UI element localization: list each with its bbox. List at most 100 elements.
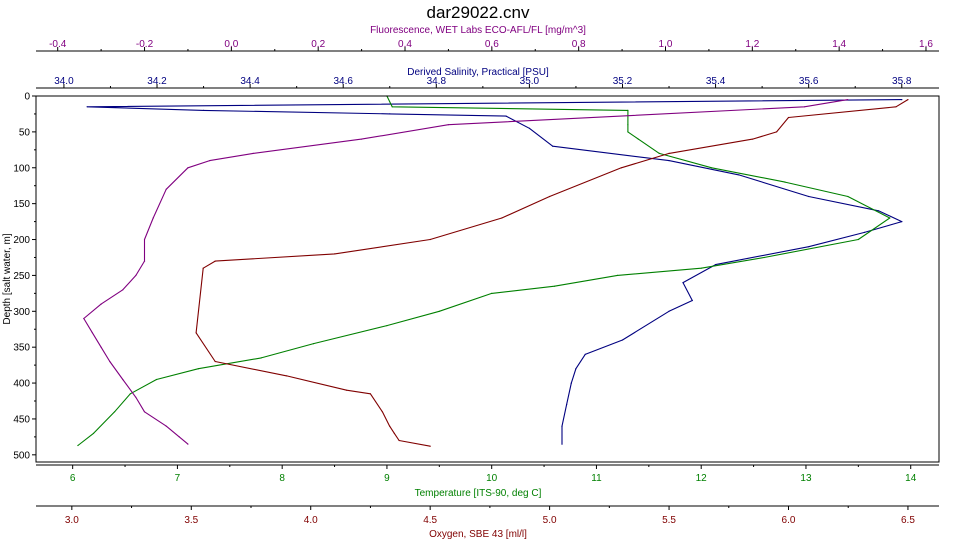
data-point-salinity (691, 299, 693, 302)
x-tick-label-oxygen: 4.0 (304, 515, 318, 526)
data-point-fluorescence (178, 436, 180, 438)
data-point-oxygen (346, 389, 348, 391)
x-tick-label-fluorescence: 1.6 (919, 39, 933, 50)
x-tick-label-fluorescence: 1.2 (745, 39, 759, 50)
x-axis-title-temperature: Temperature [ITS-90, deg C] (415, 488, 542, 499)
data-point-salinity (901, 221, 903, 223)
data-point-oxygen (907, 99, 909, 101)
x-tick-label-fluorescence: -0.2 (136, 39, 154, 50)
x-axis-title-fluorescence: Fluorescence, WET Labs ECO-AFL/FL [mg/m^… (370, 25, 586, 36)
data-point-temperature (553, 285, 556, 287)
data-point-fluorescence (252, 152, 254, 154)
x-axis-salinity: 34.0 34.2 34.4 34.6 34.8 35.0 35.2 35.4 35.6 35.8… (36, 67, 939, 89)
y-tick-label: 500 (13, 450, 30, 461)
data-point-temperature (627, 124, 629, 126)
data-point-fluorescence (100, 346, 102, 348)
x-tick-label-fluorescence: 1.4 (832, 39, 846, 50)
data-point-fluorescence (803, 106, 806, 108)
data-point-temperature (155, 378, 158, 381)
data-point-temperature (857, 238, 859, 241)
data-point-fluorescence (165, 188, 167, 190)
x-tick-label-oxygen: 5.0 (543, 515, 557, 526)
x-tick-label-salinity: 35.4 (706, 76, 726, 87)
x-tick-label-oxygen: 6.5 (901, 515, 915, 526)
data-point-fluorescence (91, 332, 93, 334)
data-point-fluorescence (100, 303, 102, 305)
data-point-oxygen (668, 152, 670, 154)
data-point-salinity (808, 195, 810, 198)
data-point-salinity (552, 145, 554, 147)
data-point-oxygen (787, 116, 790, 119)
data-point-oxygen (895, 106, 897, 108)
data-point-temperature (129, 393, 131, 395)
data-point-temperature (658, 152, 660, 154)
data-point-oxygen (202, 267, 204, 269)
series-line-fluorescence (83, 99, 848, 445)
x-axis-fluorescence: -0.4 -0.2 0.0 0.2 0.4 0.6 0.8 1.0 1.2 1.4 1.6 Fluor… (36, 25, 939, 52)
data-point-oxygen (195, 332, 197, 334)
x-tick-label-temperature: 12 (696, 473, 708, 484)
data-point-temperature (438, 310, 440, 312)
x-tick-label-oxygen: 4.5 (423, 515, 437, 526)
data-point-temperature (386, 325, 388, 327)
x-tick-label-oxygen: 3.0 (65, 515, 79, 526)
data-point-fluorescence (165, 425, 167, 427)
data-point-fluorescence (152, 217, 154, 219)
x-tick-label-temperature: 13 (800, 473, 812, 484)
data-point-temperature (77, 444, 79, 447)
data-point-oxygen (393, 432, 395, 434)
y-tick-label: 200 (13, 235, 30, 246)
data-point-temperature (711, 167, 713, 169)
data-point-salinity (570, 382, 572, 384)
data-point-oxygen (501, 217, 503, 219)
data-point-oxygen (286, 375, 288, 377)
data-point-oxygen (369, 393, 371, 395)
data-point-fluorescence (109, 360, 111, 363)
x-axis-title-salinity: Derived Salinity, Practical [PSU] (407, 67, 549, 78)
data-point-temperature (114, 411, 116, 413)
data-point-fluorescence (143, 238, 146, 241)
data-point-fluorescence (187, 443, 189, 445)
data-point-salinity (715, 264, 717, 266)
x-tick-label-fluorescence: 0.0 (224, 39, 238, 50)
x-tick-label-temperature: 10 (486, 473, 498, 484)
data-point-temperature (627, 131, 629, 133)
data-point-temperature (197, 368, 199, 370)
data-point-salinity (389, 113, 391, 115)
axes-layer: -0.4 -0.2 0.0 0.2 0.4 0.6 0.8 1.0 1.2 1.4 1.6 Fluor… (2, 25, 939, 540)
data-point-temperature (627, 109, 629, 111)
data-point-oxygen (389, 425, 391, 427)
y-tick-label: 100 (13, 163, 30, 174)
x-axis-oxygen: 3.0 3.5 4.0 4.5 5.0 5.5 6.0 6.5 Oxygen, SBE 43 [… (36, 505, 939, 540)
x-tick-label-salinity: 35.6 (799, 76, 819, 87)
x-tick-label-salinity: 35.8 (892, 76, 912, 87)
x-tick-label-temperature: 8 (279, 473, 285, 484)
x-tick-label-temperature: 11 (591, 473, 602, 484)
y-tick-label: 350 (13, 343, 30, 354)
x-tick-label-salinity: 34.2 (147, 76, 167, 87)
chart-title: dar29022.cnv (426, 3, 530, 22)
y-tick-label: 450 (13, 414, 30, 425)
data-point-salinity (668, 310, 670, 312)
y-axis-depth: 0 50 100 150 200 250 300 350 400 450 500 Depth [sal… (2, 92, 36, 461)
data-point-salinity (682, 282, 684, 284)
data-point-salinity (561, 425, 563, 427)
data-point-temperature (93, 432, 95, 434)
x-tick-label-salinity: 34.8 (427, 76, 447, 87)
data-point-temperature (889, 217, 891, 219)
data-point-fluorescence (187, 167, 189, 169)
x-tick-label-oxygen: 5.5 (662, 515, 676, 526)
y-tick-label: 300 (13, 307, 30, 318)
data-point-fluorescence (135, 274, 137, 276)
data-point-fluorescence (209, 160, 211, 162)
data-point-fluorescence (361, 138, 363, 140)
data-point-salinity (738, 174, 740, 176)
data-point-oxygen (214, 360, 216, 363)
series-layer (77, 95, 909, 447)
data-point-oxygen (776, 131, 778, 133)
x-tick-label-fluorescence: 0.2 (311, 39, 325, 50)
data-point-temperature (491, 292, 493, 294)
data-point-oxygen (549, 195, 551, 198)
y-tick-label: 400 (13, 379, 30, 390)
data-point-temperature (847, 195, 849, 198)
